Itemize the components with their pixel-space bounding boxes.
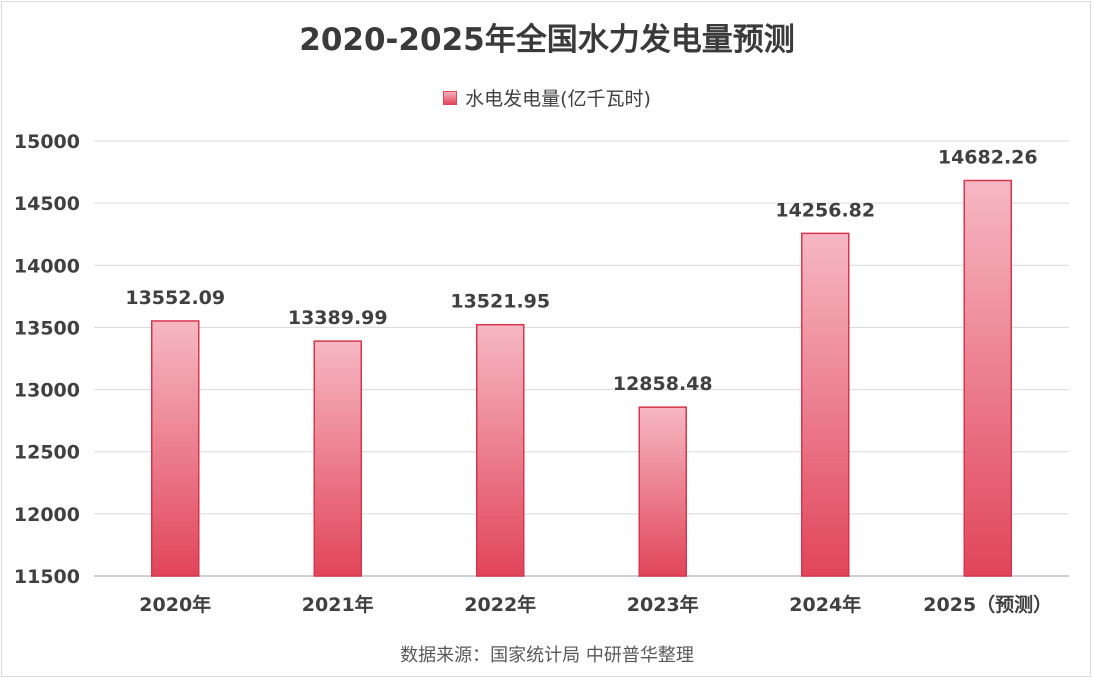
data-label: 14256.82 [775, 199, 875, 221]
axis-layer: 11500 12000 12500 13000 13500 14000 14500 15000… [14, 131, 1069, 616]
data-label: 13521.95 [450, 291, 550, 313]
bar [638, 406, 687, 577]
legend-label: 水电发电量(亿千瓦时) [465, 88, 651, 110]
y-tick-label: 13000 [14, 380, 80, 402]
data-label: 13389.99 [288, 307, 388, 329]
y-tick-label: 11500 [14, 566, 80, 588]
x-tick-label: 2022年 [464, 593, 536, 616]
source-note: 数据来源：国家统计局 中研普华整理 [400, 645, 694, 666]
chart-title: 2020-2025年全国水力发电量预测 [299, 22, 795, 58]
bar [313, 340, 362, 577]
bar-layer [151, 179, 1012, 577]
x-tick-label: 2025（预测） [923, 593, 1052, 616]
grid-layer [94, 140, 1069, 577]
y-tick-label: 15000 [14, 131, 80, 153]
label-layer: 13552.09 13389.99 13521.95 12858.48 14256.82… [125, 146, 1037, 395]
x-tick-label: 2020年 [139, 593, 211, 616]
x-tick-label: 2023年 [627, 593, 699, 616]
y-tick-label: 13500 [14, 317, 80, 339]
x-tick-label: 2024年 [789, 593, 861, 616]
y-tick-label: 12000 [14, 504, 80, 526]
bar [151, 320, 200, 577]
data-label: 13552.09 [125, 287, 225, 309]
y-tick-label: 14000 [14, 255, 80, 277]
data-label: 14682.26 [938, 146, 1038, 168]
bar [476, 323, 525, 577]
x-tick-label: 2021年 [302, 593, 374, 616]
y-tick-label: 14500 [14, 193, 80, 215]
bar [963, 179, 1012, 577]
data-label: 12858.48 [613, 373, 713, 395]
y-tick-label: 12500 [14, 442, 80, 464]
bar [801, 232, 850, 577]
legend: 水电发电量(亿千瓦时) [0, 84, 1094, 111]
legend-swatch [443, 90, 458, 105]
